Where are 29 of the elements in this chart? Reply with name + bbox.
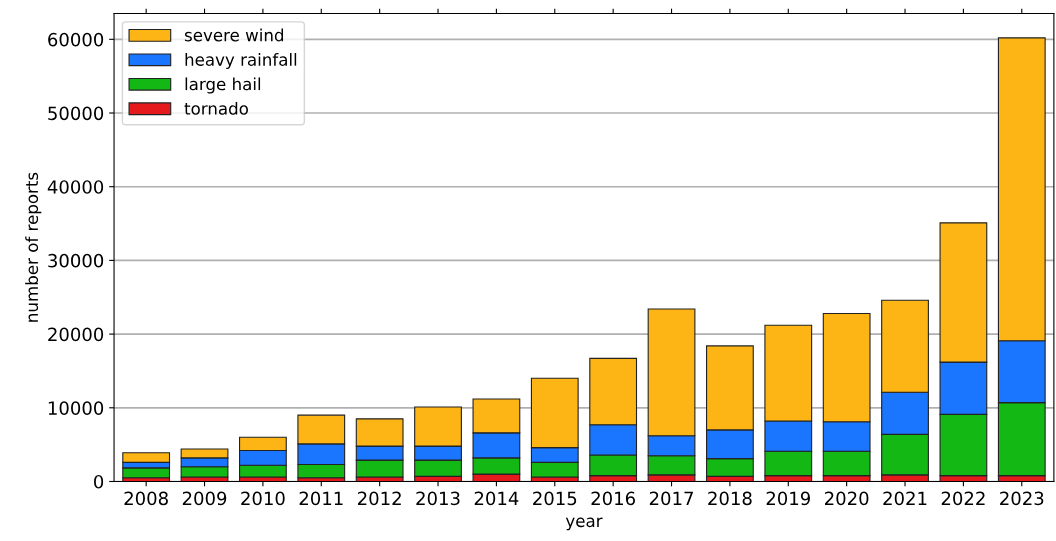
y-tick-label: 30000 [48, 253, 104, 268]
x-tick-label: 2016 [591, 491, 635, 506]
x-tick-label: 2018 [708, 491, 752, 506]
x-tick-label: 2015 [533, 491, 577, 506]
x-tick-label: 2009 [182, 491, 227, 506]
x-tick-label: 2017 [649, 491, 693, 506]
x-tick-label: 2013 [416, 491, 460, 506]
x-axis-title: year [565, 517, 603, 531]
x-tick-label: 2011 [299, 491, 343, 506]
y-tick-label: 20000 [48, 327, 104, 342]
x-tick-label: 2014 [474, 491, 519, 506]
x-tick-label: 2021 [883, 491, 927, 506]
y-axis-title: number of reports [25, 172, 42, 322]
legend-label: large hail [185, 77, 261, 94]
y-tick-label: 10000 [48, 401, 104, 415]
legend-label: tornado [184, 101, 248, 115]
y-tick-label: 60000 [48, 32, 104, 47]
x-tick-label: 2023 [1000, 491, 1044, 506]
x-tick-label: 2012 [358, 491, 401, 506]
y-tick-label: 40000 [47, 180, 104, 194]
y-tick-label: 50000 [48, 106, 104, 121]
x-tick-label: 2010 [241, 491, 285, 506]
legend-label: heavy rainfall [185, 52, 297, 70]
legend-label: severe wind [184, 28, 284, 42]
y-tick-label: 0 [94, 474, 104, 489]
x-tick-label: 2020 [825, 491, 869, 506]
x-tick-label: 2019 [766, 491, 810, 506]
x-tick-label: 2008 [124, 491, 168, 506]
x-tick-label: 2022 [941, 491, 985, 506]
